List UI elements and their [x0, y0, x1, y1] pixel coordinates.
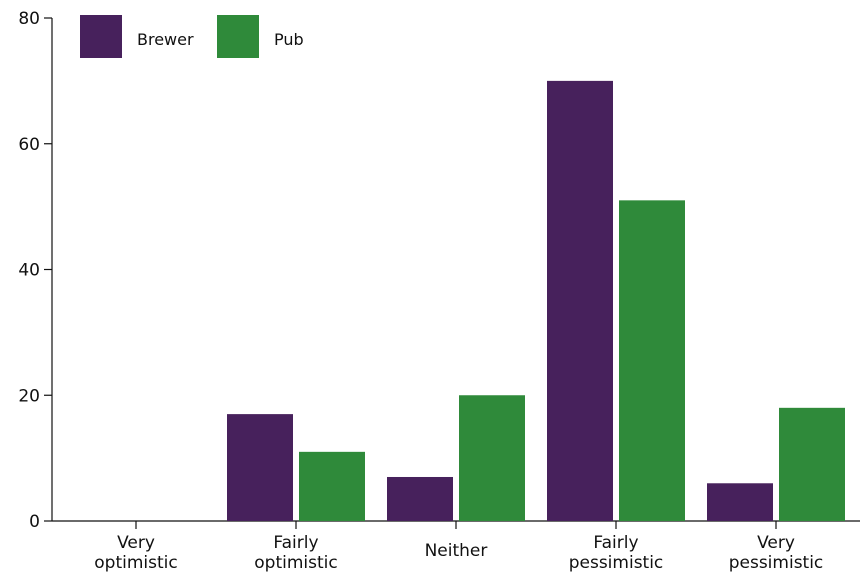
y-axis: 0 20 40 60 80 — [18, 9, 53, 532]
legend: Brewer Pub — [80, 15, 304, 58]
bar-brewer-4 — [707, 483, 773, 521]
legend-swatch-brewer — [80, 15, 122, 58]
x-category-label-line: Fairly — [273, 533, 318, 553]
y-tick-label: 0 — [29, 512, 40, 532]
legend-label-pub: Pub — [274, 30, 304, 49]
x-category-label: Fairly optimistic — [254, 533, 337, 573]
x-category-label-line: Very — [117, 533, 155, 553]
x-category-label-line: Fairly — [593, 533, 638, 553]
bar-pub-1 — [299, 451, 365, 521]
x-category-label: Very pessimistic — [729, 533, 824, 573]
y-tick-label: 40 — [18, 261, 40, 281]
bar-brewer-2 — [387, 476, 453, 521]
y-tick-label: 80 — [18, 9, 40, 29]
x-category-label-line: Very — [757, 533, 795, 553]
legend-label-brewer: Brewer — [137, 30, 194, 49]
x-category-label-line: optimistic — [254, 553, 337, 573]
legend-swatch-pub — [217, 15, 259, 58]
bar-pub-2 — [459, 395, 525, 521]
y-tick-label: 60 — [18, 135, 40, 155]
bar-brewer-1 — [227, 414, 293, 521]
x-category-label: Fairly pessimistic — [569, 533, 664, 573]
y-tick-label: 20 — [18, 386, 40, 406]
x-category-label: Very optimistic — [94, 533, 177, 573]
x-category-label-line: Neither — [425, 541, 488, 561]
bar-brewer-3 — [547, 80, 613, 521]
x-category-label-line: optimistic — [94, 553, 177, 573]
x-category-label-line: pessimistic — [729, 553, 824, 573]
bar-pub-3 — [619, 200, 685, 521]
bars — [227, 80, 845, 521]
x-category-label: Neither — [425, 541, 488, 561]
bar-pub-4 — [779, 407, 845, 521]
x-category-label-line: pessimistic — [569, 553, 664, 573]
